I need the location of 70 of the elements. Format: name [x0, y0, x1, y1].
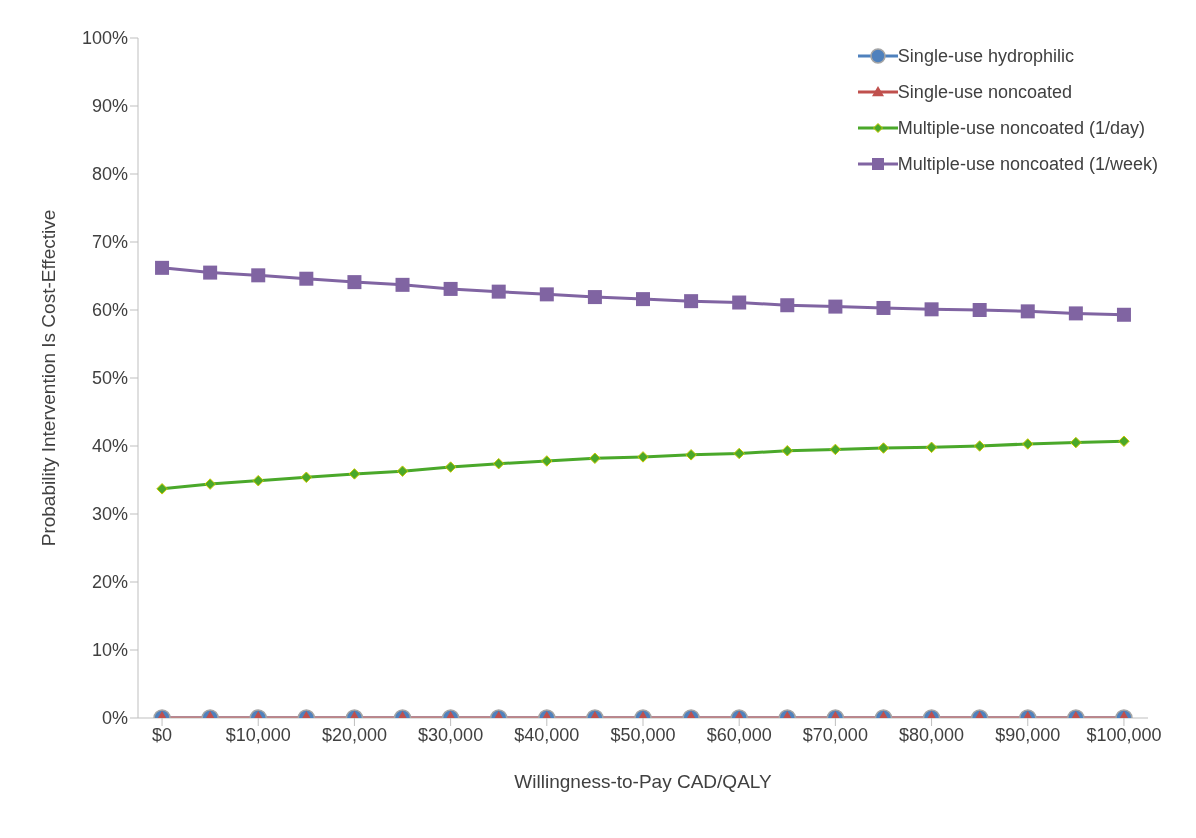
y-tick-label: 10% [91, 640, 128, 661]
point [781, 445, 794, 457]
point [637, 451, 649, 463]
point [443, 281, 458, 296]
y-tick-label: 80% [91, 164, 128, 185]
y-tick-label: 100% [81, 28, 128, 49]
legend-label: Single-use noncoated [897, 81, 1072, 103]
point [1022, 438, 1034, 450]
x-tick-label: $50,000 [610, 724, 676, 745]
point [685, 449, 697, 461]
legend-label: Single-use hydrophilic [897, 45, 1074, 67]
x-tick-label: $60,000 [706, 724, 772, 745]
point [541, 455, 553, 467]
point [347, 275, 362, 290]
point [733, 447, 745, 460]
point [156, 483, 168, 495]
point [299, 271, 314, 286]
y-tick-label: 50% [91, 368, 128, 389]
x-tick-label: $30,000 [418, 724, 484, 745]
point [204, 478, 216, 490]
point [877, 442, 890, 454]
point [203, 265, 218, 280]
x-axis-title: Willingness-to-Pay CAD/QALY [514, 771, 772, 792]
point [444, 461, 457, 473]
point [251, 268, 266, 283]
point [829, 443, 842, 456]
point [589, 452, 601, 464]
point [491, 284, 506, 299]
x-tick-label: $20,000 [321, 724, 387, 745]
point [1070, 436, 1082, 449]
y-tick-label: 70% [91, 232, 128, 253]
point [972, 303, 987, 317]
point [539, 287, 554, 302]
point [973, 440, 986, 452]
point [348, 468, 361, 480]
y-tick-label: 0% [101, 708, 128, 729]
point [155, 260, 170, 275]
y-tick-label: 20% [91, 572, 128, 593]
point [732, 295, 747, 310]
point [1020, 304, 1035, 319]
point [684, 294, 699, 309]
point [1116, 307, 1131, 322]
point [1118, 435, 1130, 447]
x-tick-label: $70,000 [802, 724, 868, 745]
point [396, 465, 409, 477]
x-tick-label: $0 [152, 724, 173, 745]
point [924, 302, 939, 317]
y-tick-label: 40% [91, 436, 128, 457]
x-tick-label: $80,000 [899, 724, 965, 745]
point [492, 457, 505, 470]
point [780, 298, 795, 313]
point [1068, 306, 1083, 321]
y-axis-title: Probability Intervention Is Cost-Effective [37, 209, 59, 547]
point [876, 300, 891, 315]
point [925, 441, 938, 454]
x-tick-label: $90,000 [995, 724, 1061, 745]
point [300, 471, 313, 484]
legend-label: Multiple-use noncoated (1/day) [897, 117, 1145, 139]
legend-label: Multiple-use noncoated (1/week) [897, 153, 1158, 175]
point [252, 474, 264, 487]
y-tick-label: 30% [91, 504, 128, 525]
x-tick-label: $40,000 [514, 724, 580, 745]
point [636, 292, 650, 307]
y-tick-label: 60% [91, 300, 128, 321]
point [587, 290, 602, 305]
point [395, 277, 410, 292]
point [828, 299, 843, 314]
y-tick-label: 90% [91, 96, 128, 117]
x-tick-label: $100,000 [1086, 724, 1162, 745]
x-tick-label: $10,000 [225, 724, 291, 745]
